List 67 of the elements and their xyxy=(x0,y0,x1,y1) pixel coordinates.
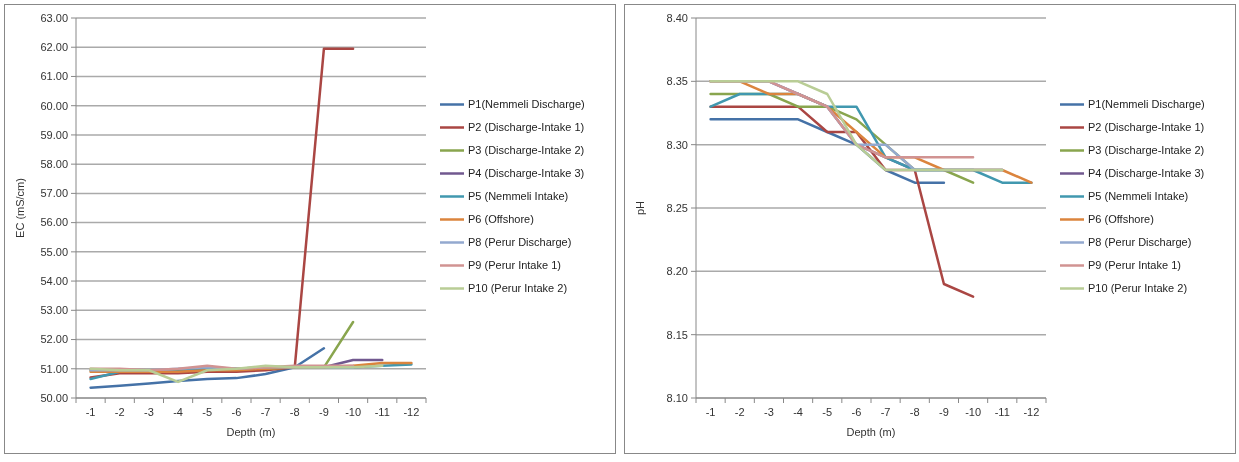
x-tick-label: -9 xyxy=(319,406,329,418)
y-tick-label: 58.00 xyxy=(40,158,68,170)
legend-label: P6 (Offshore) xyxy=(468,213,534,226)
y-tick-label: 8.15 xyxy=(666,328,688,341)
x-tick-label: -8 xyxy=(289,406,300,418)
legend-label: P5 (Nemmeli Intake) xyxy=(1088,190,1189,203)
x-tick-label: -10 xyxy=(345,406,362,418)
y-axis-title: pH xyxy=(634,200,646,216)
y-tick-label: 53.00 xyxy=(40,304,68,317)
legend-label: P8 (Perur Discharge) xyxy=(1088,236,1192,249)
x-tick-label: -10 xyxy=(965,406,982,418)
legend-label: P3 (Discharge-Intake 2) xyxy=(468,144,585,157)
legend-label: P4 (Discharge-Intake 3) xyxy=(468,167,585,180)
y-tick-label: 60.00 xyxy=(40,99,68,112)
x-axis-title: Depth (m) xyxy=(226,426,276,438)
y-tick-label: 8.10 xyxy=(666,391,688,404)
y-tick-label: 63.00 xyxy=(40,11,68,24)
legend-label: P10 (Perur Intake 2) xyxy=(1088,282,1188,295)
y-tick-label: 8.40 xyxy=(666,11,688,24)
legend-label: P6 (Offshore) xyxy=(1088,213,1154,226)
x-tick-label: -3 xyxy=(144,406,154,418)
y-tick-label: 55.00 xyxy=(40,245,68,258)
x-tick-label: -4 xyxy=(793,406,803,418)
legend-label: P4 (Discharge-Intake 3) xyxy=(1088,167,1205,180)
legend-label: P1(Nemmeli Discharge) xyxy=(1088,98,1205,111)
y-tick-label: 62.00 xyxy=(40,41,68,54)
x-tick-label: -12 xyxy=(403,406,420,418)
x-tick-label: -11 xyxy=(994,406,1010,418)
x-tick-label: -1 xyxy=(85,406,96,418)
x-tick-label: -5 xyxy=(822,406,833,418)
legend-label: P2 (Discharge-Intake 1) xyxy=(1088,121,1205,134)
y-tick-label: 59.00 xyxy=(40,128,68,141)
x-tick-label: -4 xyxy=(173,406,183,418)
y-tick-label: 8.25 xyxy=(666,201,688,214)
y-tick-label: 8.20 xyxy=(666,265,688,278)
x-tick-label: -7 xyxy=(880,406,891,418)
legend-label: P8 (Perur Discharge) xyxy=(468,236,572,249)
y-tick-label: 54.00 xyxy=(40,274,68,287)
legend-label: P9 (Perur Intake 1) xyxy=(1088,259,1181,272)
x-tick-label: -12 xyxy=(1023,406,1040,418)
legend-label: P1(Nemmeli Discharge) xyxy=(468,98,585,111)
x-tick-label: -11 xyxy=(374,406,390,418)
y-tick-label: 50.00 xyxy=(40,391,68,404)
x-tick-label: -8 xyxy=(909,406,920,418)
y-tick-label: 52.00 xyxy=(40,333,68,346)
y-tick-label: 8.35 xyxy=(666,75,688,88)
legend-label: P3 (Discharge-Intake 2) xyxy=(1088,144,1205,157)
x-tick-label: -1 xyxy=(705,406,716,418)
x-tick-label: -6 xyxy=(851,406,862,418)
y-tick-label: 57.00 xyxy=(40,187,68,200)
legend-label: P2 (Discharge-Intake 1) xyxy=(468,121,585,134)
x-tick-label: -7 xyxy=(260,406,271,418)
x-axis-title: Depth (m) xyxy=(846,426,896,438)
y-axis-title: EC (mS/cm) xyxy=(14,178,26,238)
x-tick-label: -2 xyxy=(734,406,745,418)
x-tick-label: -5 xyxy=(202,406,213,418)
y-tick-label: 56.00 xyxy=(40,216,68,229)
x-tick-label: -3 xyxy=(764,406,774,418)
x-tick-label: -2 xyxy=(114,406,125,418)
legend-label: P9 (Perur Intake 1) xyxy=(468,259,561,272)
legend-label: P10 (Perur Intake 2) xyxy=(468,282,568,295)
x-tick-label: -9 xyxy=(939,406,949,418)
y-tick-label: 8.30 xyxy=(666,138,688,151)
x-tick-label: -6 xyxy=(231,406,242,418)
y-tick-label: 61.00 xyxy=(40,70,68,83)
legend-label: P5 (Nemmeli Intake) xyxy=(468,190,569,203)
y-tick-label: 51.00 xyxy=(40,362,68,375)
